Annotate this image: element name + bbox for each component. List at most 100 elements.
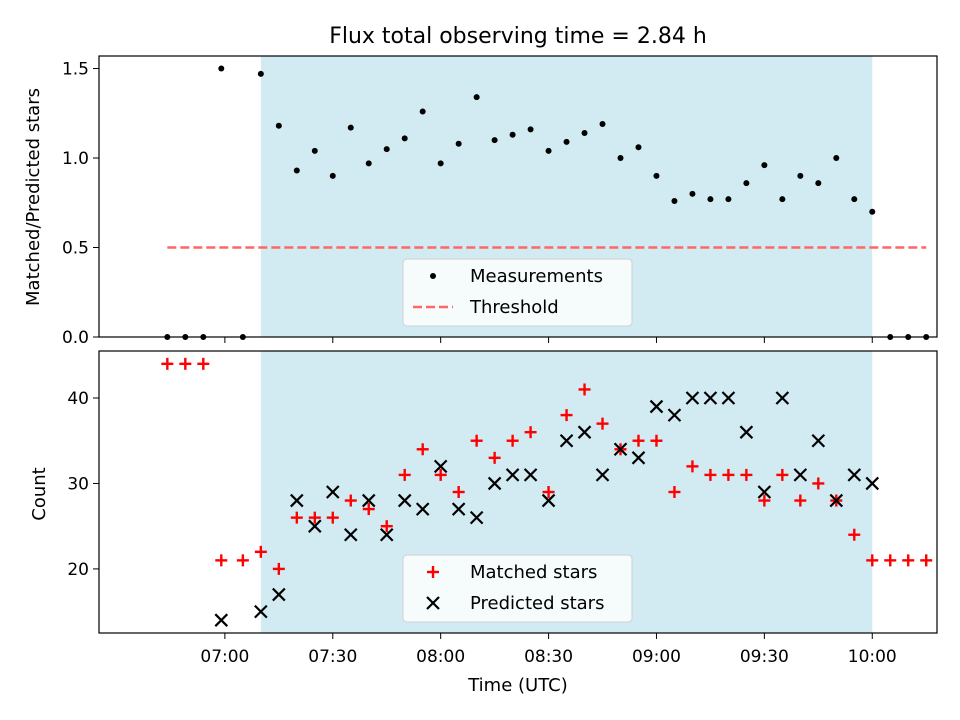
series-predicted-stars-point bbox=[397, 493, 412, 508]
series-measurements bbox=[164, 65, 930, 340]
series-predicted-stars-point-b bbox=[343, 527, 358, 542]
series-measurements-point bbox=[851, 196, 858, 203]
series-predicted-stars-point bbox=[865, 476, 880, 491]
series-measurements-point bbox=[455, 140, 462, 147]
series-predicted-stars-point bbox=[847, 468, 862, 482]
series-measurements-point bbox=[527, 126, 534, 133]
series-predicted-stars-point-b bbox=[757, 485, 772, 499]
y-tick-label: 1.5 bbox=[62, 60, 89, 80]
series-predicted-stars-point bbox=[667, 408, 682, 422]
series-matched-stars-point bbox=[362, 503, 375, 516]
series-matched-stars-point bbox=[650, 434, 663, 447]
series-predicted-stars-point bbox=[829, 493, 844, 508]
series-predicted-stars-point-b bbox=[361, 493, 376, 508]
series-predicted-stars-point-b bbox=[505, 468, 520, 482]
series-predicted-stars-point bbox=[577, 425, 592, 439]
series-predicted-stars-point-b bbox=[595, 468, 610, 482]
series-matched-stars-point bbox=[740, 468, 753, 481]
series-matched-stars-point bbox=[596, 417, 609, 430]
series-predicted-stars-point-b bbox=[523, 468, 538, 482]
series-measurements-point bbox=[653, 172, 660, 179]
series-matched-stars-point bbox=[416, 443, 429, 456]
x-tick-label: 07:00 bbox=[200, 647, 249, 667]
x-tick-label: 10:00 bbox=[848, 647, 897, 667]
series-measurements-point bbox=[833, 155, 840, 162]
x-tick-label: 08:00 bbox=[416, 647, 465, 667]
series-predicted-stars-point-b bbox=[613, 442, 628, 457]
series-measurements-point bbox=[218, 65, 225, 72]
series-predicted-stars-point bbox=[433, 459, 448, 474]
series-measurements-point bbox=[815, 180, 822, 187]
series-matched-stars-point bbox=[560, 409, 573, 422]
x-tick-label: 08:30 bbox=[524, 647, 573, 667]
series-predicted-stars-point bbox=[451, 502, 466, 516]
series-predicted-stars-point-b bbox=[775, 391, 790, 405]
chart-title: Flux total observing time = 2.84 h bbox=[329, 24, 707, 49]
series-predicted-stars-point-b bbox=[703, 391, 718, 405]
series-measurements-point bbox=[779, 196, 786, 203]
series-matched-stars-point bbox=[236, 554, 249, 567]
series-predicted-stars-point-b bbox=[451, 502, 466, 516]
series-matched-stars-point bbox=[215, 554, 228, 567]
series-matched-stars-point bbox=[776, 468, 789, 481]
series-predicted-stars-point bbox=[361, 493, 376, 508]
series-predicted-stars-point bbox=[415, 502, 430, 516]
plot-frame bbox=[98, 350, 938, 634]
series-matched-stars-point bbox=[884, 554, 897, 567]
legend: Matched stars Predicted stars bbox=[402, 554, 633, 623]
series-predicted-stars-point bbox=[469, 510, 484, 525]
legend-x-swatch bbox=[426, 596, 440, 610]
series-predicted-stars-point bbox=[631, 451, 646, 465]
series-measurements-point bbox=[383, 146, 390, 153]
series-matched-stars-point bbox=[308, 511, 321, 524]
plot-frame bbox=[98, 55, 938, 338]
series-predicted-stars-point-b bbox=[721, 391, 736, 405]
x-tick-label: 09:00 bbox=[632, 647, 681, 667]
series-matched-stars-point bbox=[506, 434, 519, 447]
series-predicted-stars-point-b bbox=[433, 459, 448, 474]
bottom-panel: 20 30 40 07:00 07:30 08:00 08:30 09:00 09:30 10:0… bbox=[67, 350, 938, 667]
series-measurements-point bbox=[347, 124, 354, 131]
series-measurements-point bbox=[599, 121, 606, 128]
series-measurements-point bbox=[563, 138, 570, 145]
series-matched-stars-point bbox=[542, 486, 555, 498]
x-tick-label: 09:30 bbox=[740, 647, 789, 667]
series-predicted-stars-point bbox=[343, 527, 358, 542]
series-measurements-point bbox=[437, 160, 444, 167]
series-measurements-point bbox=[671, 197, 678, 204]
series-predicted-stars-point-b bbox=[865, 476, 880, 491]
y-tick-label: 30 bbox=[67, 474, 89, 494]
series-matched-stars-point bbox=[326, 511, 339, 524]
series-matched-stars-point bbox=[272, 562, 285, 575]
series-measurements-point bbox=[725, 196, 732, 203]
series-predicted-stars-point-b bbox=[469, 510, 484, 525]
series-predicted-stars-point-b bbox=[667, 408, 682, 422]
series-matched-stars-point bbox=[902, 554, 915, 567]
series-matched-stars-point bbox=[488, 451, 501, 464]
series-matched-stars-point bbox=[668, 486, 681, 498]
series-matched-stars-point bbox=[197, 357, 210, 370]
series-matched-stars-point bbox=[470, 434, 483, 447]
y-tick-label: 40 bbox=[67, 389, 89, 409]
legend-label: Measurements bbox=[470, 266, 603, 287]
series-predicted-stars-point-b bbox=[397, 493, 412, 508]
series-measurements-point bbox=[743, 180, 750, 187]
series-predicted-stars-point-b bbox=[631, 451, 646, 465]
series-matched-stars-point bbox=[179, 357, 192, 370]
top-panel: 0.0 0.5 1.0 1.5 Measurements Threshold bbox=[62, 55, 938, 348]
legend-label: Matched stars bbox=[470, 562, 597, 583]
series-measurements-point bbox=[473, 94, 480, 101]
bottom-y-axis-label: Count bbox=[29, 467, 50, 520]
series-matched-stars bbox=[161, 357, 933, 575]
series-measurements-point bbox=[707, 196, 714, 203]
series-predicted-stars-point bbox=[811, 433, 826, 448]
y-tick-label: 0.5 bbox=[62, 239, 89, 259]
series-predicted-stars-point-b bbox=[379, 527, 394, 542]
legend-x-swatch-b bbox=[426, 596, 440, 610]
series-matched-stars-point bbox=[704, 468, 717, 481]
series-measurements-point bbox=[275, 122, 282, 129]
series-predicted-stars-point-b bbox=[793, 468, 808, 482]
y-tick-label: 0.0 bbox=[62, 328, 89, 348]
series-predicted-stars-point bbox=[649, 399, 664, 414]
